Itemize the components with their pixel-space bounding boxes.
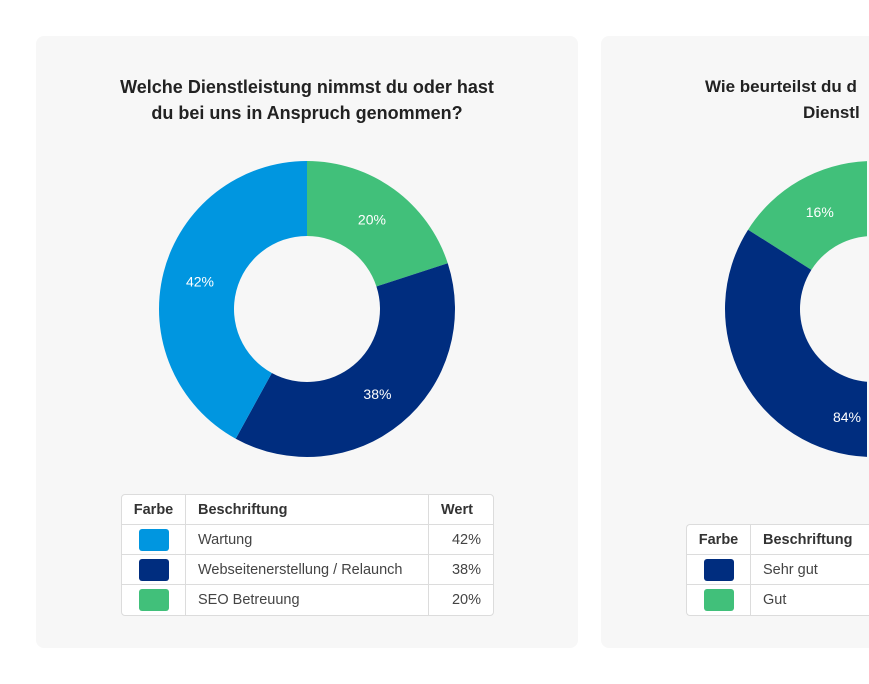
chart-title-line: du bei uns in Anspruch genommen? <box>151 103 463 123</box>
header-color: Farbe <box>122 495 186 525</box>
legend-row: Webseitenerstellung / Relaunch 38% <box>122 555 493 585</box>
chart-card-services: Welche Dienstleistung nimmst du oder has… <box>36 36 578 648</box>
donut-slice <box>159 161 307 439</box>
header-value: Wert <box>429 495 493 525</box>
chart-title: Welche Dienstleistung nimmst du oder has… <box>36 74 578 126</box>
donut-slice <box>235 263 456 457</box>
header-color: Farbe <box>687 525 751 555</box>
legend-label: SEO Betreuung <box>186 585 429 615</box>
color-swatch <box>138 528 169 551</box>
chart-title-line: Wie beurteilst du d <box>705 77 857 96</box>
legend-value: 42% <box>429 525 493 555</box>
chart-title: Wie beurteilst du d Dienstl <box>705 74 865 126</box>
legend-row: Wartung 42% <box>122 525 493 555</box>
donut-slice <box>307 161 448 287</box>
legend-label: Wartung <box>186 525 429 555</box>
color-swatch <box>703 589 734 611</box>
color-swatch <box>703 558 734 581</box>
legend-row: Gut <box>687 585 869 615</box>
data-label: 20% <box>358 212 386 228</box>
chart-title-line: Dienstl <box>803 103 860 122</box>
legend-label: Gut <box>763 592 787 608</box>
donut-slice <box>748 161 867 270</box>
legend-row: SEO Betreuung 20% <box>122 585 493 615</box>
data-label: 42% <box>186 274 214 290</box>
legend-label: Sehr gut <box>751 555 869 585</box>
chart-title-line: Welche Dienstleistung nimmst du oder has… <box>120 77 494 97</box>
legend-value: 20% <box>451 592 481 608</box>
data-label: 38% <box>363 386 391 402</box>
header-label: Beschriftung <box>186 495 429 525</box>
legend-label: Webseitenerstellung / Relaunch <box>186 555 429 585</box>
legend-value: 38% <box>429 555 493 585</box>
legend-row: Sehr gut <box>687 555 869 585</box>
color-swatch <box>138 589 169 611</box>
legend-table: Farbe Beschriftung Sehr gut Gut <box>686 524 869 616</box>
donut-chart: 16% 84% <box>725 161 867 457</box>
donut-chart: 20% 38% 42% <box>159 161 456 457</box>
data-label: 84% <box>833 409 861 425</box>
chart-card-rating: Wie beurteilst du d Dienstl 16% 84% Farbe… <box>601 36 869 648</box>
color-swatch <box>138 558 169 581</box>
legend-table: Farbe Beschriftung Wert Wartung 42% Webse… <box>121 494 494 616</box>
header-label: Beschriftung <box>751 525 869 555</box>
donut-slice <box>725 229 867 457</box>
data-label: 16% <box>806 204 834 220</box>
